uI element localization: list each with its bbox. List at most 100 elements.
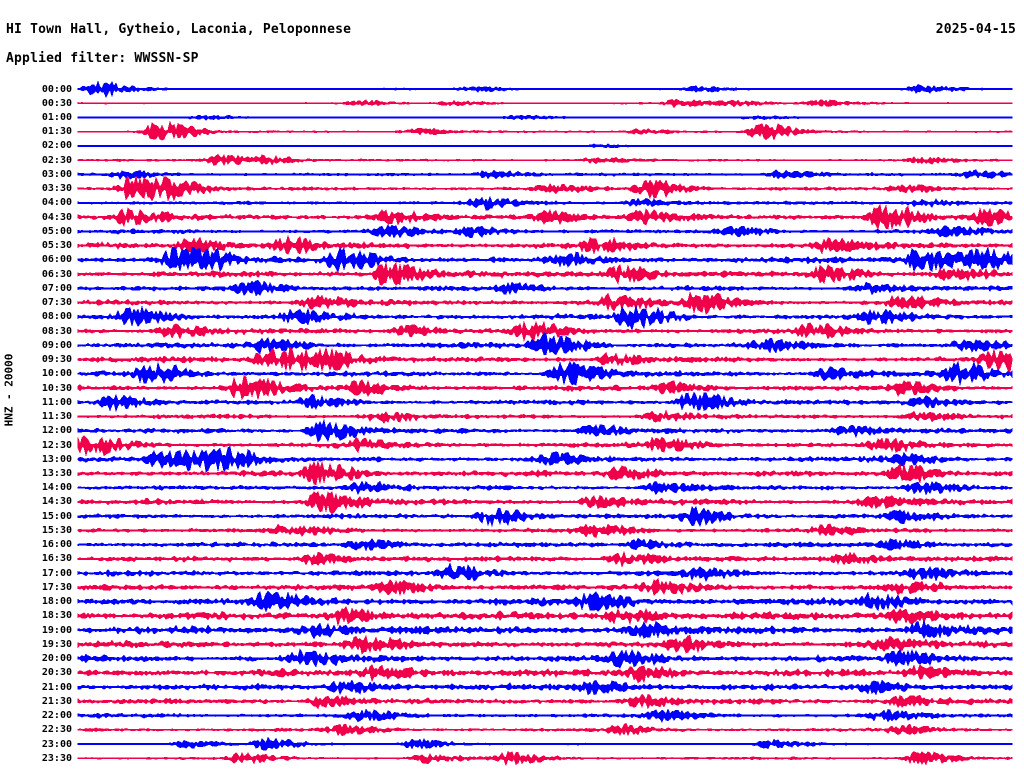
seismogram-trace (77, 153, 1013, 167)
time-tick-label: 05:30 (41, 240, 72, 252)
time-tick-label: 14:30 (41, 496, 72, 508)
seismogram-trace (77, 234, 1013, 255)
time-tick-label: 02:00 (41, 140, 72, 152)
time-tick-label: 21:30 (41, 695, 72, 707)
time-tick-label: 16:00 (41, 539, 72, 551)
time-tick-label: 18:00 (41, 596, 72, 608)
seismogram-trace (77, 679, 1013, 696)
time-tick-label: 08:00 (41, 311, 72, 323)
seismogram-trace (77, 320, 1013, 343)
time-tick-label: 19:00 (41, 624, 72, 636)
time-tick-label: 02:30 (41, 154, 72, 166)
page-title: HI Town Hall, Gytheio, Laconia, Peloponn… (6, 22, 352, 37)
applied-filter-label: Applied filter: WWSSN-SP (6, 51, 199, 66)
seismogram-trace (77, 537, 1013, 552)
seismogram-trace (77, 523, 1013, 538)
seismogram-trace (77, 648, 1013, 669)
seismogram-trace (77, 120, 1013, 141)
seismogram-trace (77, 722, 1013, 737)
time-tick-label: 07:30 (41, 297, 72, 309)
time-tick-label: 13:00 (41, 453, 72, 465)
seismogram-trace (77, 169, 1013, 181)
time-tick-label: 06:00 (41, 254, 72, 266)
seismogram-trace (77, 114, 1013, 121)
time-tick-label: 17:30 (41, 581, 72, 593)
time-tick-label: 20:30 (41, 667, 72, 679)
seismogram-trace (77, 550, 1013, 568)
time-tick-label: 01:30 (41, 126, 72, 138)
time-tick-label: 12:30 (41, 439, 72, 451)
seismogram-trace (77, 280, 1013, 297)
time-tick-label: 15:00 (41, 510, 72, 522)
seismogram-trace (77, 460, 1013, 486)
seismogram-trace (77, 619, 1013, 640)
time-tick-label: 18:30 (41, 610, 72, 622)
time-tick-label: 19:30 (41, 638, 72, 650)
time-tick-label: 15:30 (41, 524, 72, 536)
time-tick-label: 11:30 (41, 411, 72, 423)
seismogram-trace (77, 736, 1013, 751)
seismogram-trace (77, 224, 1013, 239)
time-tick-label: 11:00 (41, 396, 72, 408)
seismogram-trace (77, 261, 1013, 286)
time-tick-label: 00:30 (41, 97, 72, 109)
time-tick-label: 04:30 (41, 211, 72, 223)
time-tick-label: 01:00 (41, 111, 72, 123)
seismogram-trace (77, 590, 1013, 613)
seismogram-trace (77, 305, 1013, 331)
time-tick-label: 08:30 (41, 325, 72, 337)
time-tick-label: 03:00 (41, 168, 72, 180)
time-tick-label: 09:30 (41, 354, 72, 366)
seismogram-trace (77, 634, 1013, 655)
time-tick-label: 00:00 (41, 83, 72, 95)
time-tick-label: 21:00 (41, 681, 72, 693)
time-tick-label: 22:30 (41, 724, 72, 736)
seismogram-trace (77, 606, 1013, 627)
seismogram-trace (77, 418, 1013, 443)
seismogram-trace (77, 435, 1013, 457)
time-tick-label: 23:30 (41, 752, 72, 764)
seismogram-trace (77, 480, 1013, 496)
time-tick-label: 13:30 (41, 467, 72, 479)
seismogram-trace (77, 176, 1013, 202)
time-tick-label: 10:30 (41, 382, 72, 394)
seismogram-trace (77, 750, 1013, 767)
time-tick-label: 16:30 (41, 553, 72, 565)
seismogram-trace (77, 562, 1013, 583)
seismogram-trace (77, 505, 1013, 528)
seismogram-trace (77, 246, 1013, 274)
time-tick-label: 17:00 (41, 567, 72, 579)
time-tick-label: 05:00 (41, 225, 72, 237)
record-date: 2025-04-15 (935, 22, 1016, 37)
seismogram-trace (77, 143, 1013, 149)
time-tick-label: 06:30 (41, 268, 72, 280)
seismogram-trace (77, 409, 1013, 424)
time-tick-label: 07:00 (41, 282, 72, 294)
seismogram-trace (77, 98, 1013, 109)
time-tick-label: 09:00 (41, 339, 72, 351)
time-tick-label: 20:00 (41, 653, 72, 665)
time-tick-label: 10:00 (41, 368, 72, 380)
seismogram-trace (77, 291, 1013, 315)
seismogram-trace (77, 346, 1013, 373)
seismogram-trace (77, 491, 1013, 515)
seismogram-trace (77, 708, 1013, 723)
seismogram-trace (77, 374, 1013, 401)
time-tick-label: 22:00 (41, 710, 72, 722)
seismogram-trace (77, 332, 1013, 355)
time-tick-label: 12:00 (41, 425, 72, 437)
seismogram-trace (77, 391, 1013, 413)
time-tick-label: 23:00 (41, 738, 72, 750)
seismogram-trace (77, 693, 1013, 710)
seismogram-trace (77, 203, 1013, 231)
time-tick-label: 04:00 (41, 197, 72, 209)
seismogram-trace (77, 663, 1013, 684)
seismogram-trace (77, 195, 1013, 211)
time-tick-label: 14:00 (41, 482, 72, 494)
seismogram-trace (77, 360, 1013, 386)
time-tick-label: 03:30 (41, 183, 72, 195)
seismogram-trace (77, 577, 1013, 597)
